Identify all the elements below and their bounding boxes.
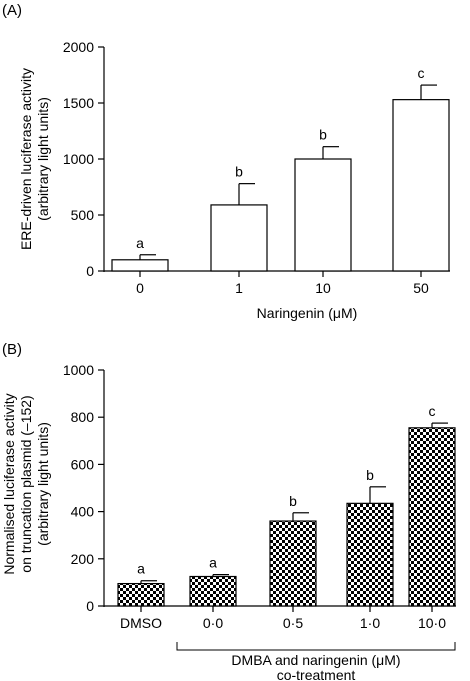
panel-a-label: (A) (2, 2, 22, 19)
bar-b (189, 575, 237, 607)
bar-a (294, 158, 352, 272)
x-tick-label-a: 10 (315, 280, 331, 296)
bar-a (392, 99, 450, 272)
significance-label-b: b (366, 467, 374, 483)
y-axis-title-a-line1: ERE-driven luciferase activity (18, 68, 34, 250)
significance-label-a: b (235, 164, 243, 180)
x-tick-label-b: 0·5 (283, 615, 303, 631)
y-tick-label-a: 500 (71, 207, 95, 223)
bar-b (346, 502, 394, 607)
bar-b (117, 582, 165, 607)
y-tick-label-b: 600 (71, 456, 95, 472)
y-tick-label-b: 1000 (63, 362, 94, 378)
x-tick-label-b: 10·0 (418, 615, 446, 631)
x-tick-label-b: 0·0 (203, 615, 223, 631)
x-tick-label-a: 50 (413, 280, 429, 296)
x-axis-title-a: Naringenin (μM) (257, 305, 358, 321)
significance-label-b: b (289, 493, 297, 509)
y-axis-title-b-line1: Normalised luciferase activity (1, 393, 17, 574)
significance-label-a: c (418, 65, 425, 81)
chart-panel-b: (B) Normalised luciferase activity on tr… (1, 341, 456, 681)
significance-label-a: b (319, 127, 327, 143)
bar-b (269, 520, 317, 607)
y-axis-title-b: Normalised luciferase activity on trunca… (1, 393, 51, 574)
x-tick-label-b: 1·0 (360, 615, 380, 631)
y-tick-label-a: 0 (86, 263, 94, 279)
y-tick-label-a: 1500 (63, 95, 94, 111)
y-tick-label-b: 400 (71, 504, 95, 520)
plot-area-b: 0 200 400 600 800 1000 a DMSO a 0·0 b 0·5 b 1·0 c 10·0 (63, 362, 456, 631)
significance-label-b: c (429, 403, 436, 419)
y-tick-label-a: 2000 (63, 39, 94, 55)
co-treatment-bracket (176, 642, 456, 651)
x-axis-title-b-line2: co-treatment (277, 667, 356, 681)
x-axis-title-b-line1: DMBA and naringenin (μM) (231, 652, 400, 668)
y-axis-title-a-line2: (arbitrary light units) (35, 97, 51, 221)
plot-area-a: 0 500 1000 1500 2000 a 0 b 1 b 10 c 50 (63, 39, 450, 296)
x-tick-label-b: DMSO (120, 615, 162, 631)
y-tick-label-a: 1000 (63, 151, 94, 167)
chart-panel-a: (A) ERE-driven luciferase activity (arbi… (2, 2, 450, 321)
y-axis-title-a: ERE-driven luciferase activity (arbitrar… (18, 68, 51, 250)
bar-a (210, 204, 268, 272)
y-axis-title-b-line3: (arbitrary light units) (35, 422, 51, 546)
significance-label-b: a (137, 561, 145, 577)
bar-a (111, 259, 169, 272)
panel-b-label: (B) (2, 341, 22, 358)
x-tick-label-a: 0 (136, 280, 144, 296)
y-tick-label-b: 200 (71, 551, 95, 567)
y-tick-label-b: 800 (71, 409, 95, 425)
y-axis-title-b-line2: on truncation plasmid (–152) (18, 395, 34, 572)
y-tick-label-b: 0 (86, 598, 94, 614)
significance-label-b: a (209, 555, 217, 571)
bar-b (408, 427, 456, 607)
significance-label-a: a (136, 235, 144, 251)
x-tick-label-a: 1 (235, 280, 243, 296)
